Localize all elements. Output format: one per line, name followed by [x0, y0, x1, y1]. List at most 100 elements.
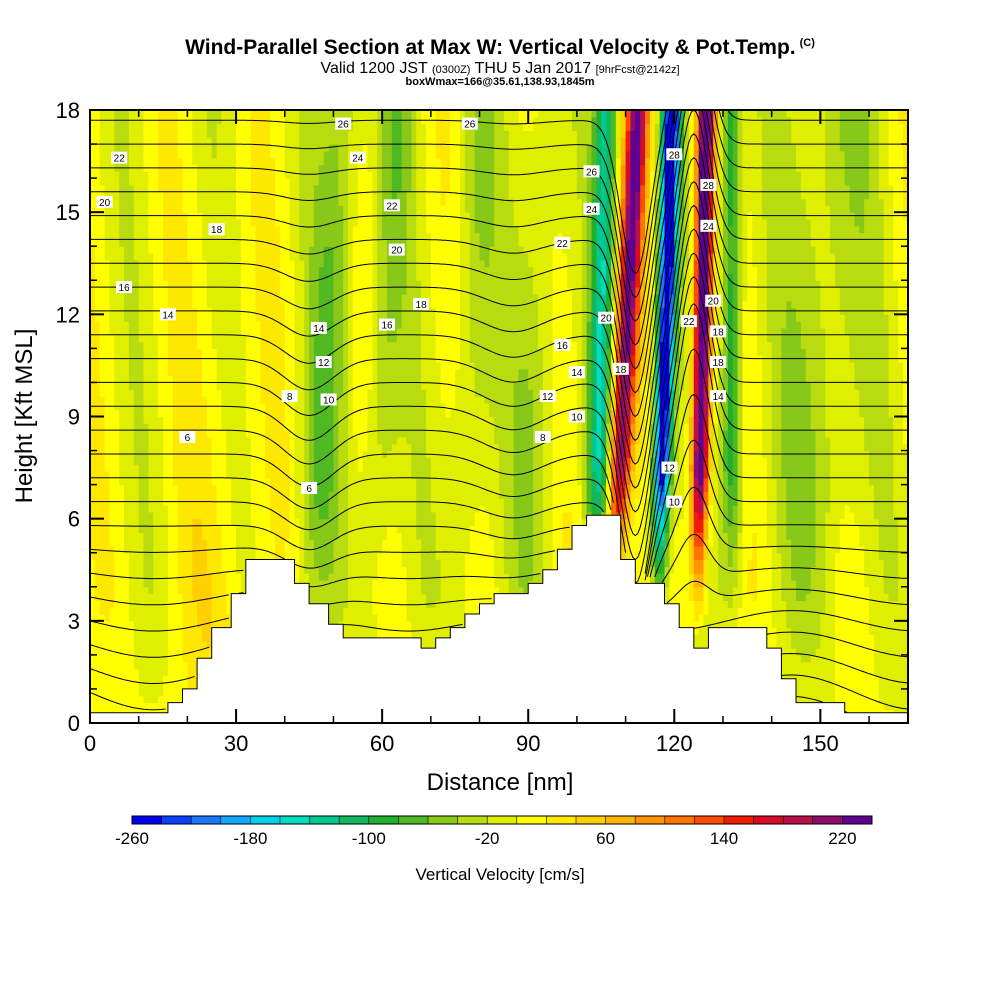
field-cell — [192, 137, 198, 145]
field-cell — [177, 362, 184, 370]
field-cell — [94, 559, 101, 567]
field-cell — [318, 225, 325, 234]
field-cell — [124, 688, 130, 697]
field-cell — [245, 362, 252, 370]
field-cell — [348, 470, 354, 479]
field-cell — [333, 205, 339, 213]
field-cell — [309, 137, 315, 145]
field-cell — [338, 212, 344, 220]
field-cell — [90, 423, 96, 431]
field-cell — [260, 164, 266, 172]
field-cell — [158, 321, 164, 329]
field-cell — [226, 600, 232, 608]
field-cell — [275, 225, 281, 234]
field-cell — [206, 314, 213, 322]
field-cell — [119, 648, 125, 656]
field-cell — [343, 430, 349, 438]
field-cell — [328, 327, 335, 336]
field-cell — [197, 293, 203, 302]
field-cell — [104, 600, 111, 608]
field-cell — [250, 443, 257, 452]
field-cell — [172, 566, 179, 574]
field-cell — [294, 164, 300, 172]
field-cell — [177, 634, 184, 642]
field-cell — [323, 470, 330, 479]
field-cell — [163, 634, 169, 642]
field-cell — [255, 218, 262, 227]
field-cell — [309, 464, 315, 472]
field-cell — [94, 300, 101, 309]
field-cell — [128, 239, 135, 247]
field-cell — [333, 389, 339, 397]
field-cell — [348, 614, 354, 622]
field-cell — [148, 184, 154, 193]
field-cell — [94, 620, 101, 629]
field-cell — [187, 484, 193, 493]
field-cell — [197, 123, 203, 132]
field-cell — [313, 552, 320, 561]
field-cell — [318, 511, 325, 520]
field-cell — [206, 518, 213, 527]
field-cell — [260, 532, 266, 540]
field-cell — [304, 552, 310, 561]
field-cell — [201, 110, 208, 118]
field-cell — [226, 457, 232, 465]
field-cell — [109, 280, 115, 288]
field-cell — [114, 688, 120, 697]
field-cell — [197, 266, 203, 275]
field-cell — [206, 191, 213, 200]
field-cell — [124, 273, 130, 281]
field-cell — [231, 314, 237, 322]
field-cell — [138, 178, 145, 186]
field-cell — [328, 300, 335, 309]
field-cell — [221, 620, 227, 629]
field-cell — [270, 198, 276, 206]
field-cell — [119, 273, 125, 281]
field-cell — [133, 225, 140, 234]
field-cell — [211, 491, 218, 499]
field-cell — [114, 144, 120, 152]
field-cell — [275, 402, 281, 411]
field-cell — [201, 573, 208, 581]
field-cell — [289, 266, 296, 275]
field-cell — [133, 396, 140, 404]
field-cell — [133, 178, 140, 186]
field-cell — [138, 334, 145, 343]
field-cell — [143, 287, 150, 295]
field-cell — [231, 409, 237, 418]
field-cell — [318, 259, 325, 268]
field-cell — [182, 266, 188, 275]
field-cell — [313, 341, 320, 349]
field-cell — [114, 300, 120, 309]
field-cell — [275, 184, 281, 193]
field-cell — [99, 389, 106, 397]
field-cell — [313, 273, 320, 281]
field-cell — [313, 539, 320, 547]
field-cell — [119, 620, 125, 629]
field-cell — [343, 579, 349, 588]
field-cell — [192, 171, 198, 179]
field-cell — [318, 293, 325, 302]
field-cell — [114, 416, 120, 424]
field-cell — [138, 389, 145, 397]
field-cell — [265, 423, 271, 431]
field-cell — [90, 688, 96, 697]
field-cell — [240, 552, 247, 561]
field-cell — [119, 253, 125, 261]
field-cell — [352, 511, 359, 520]
field-cell — [255, 205, 262, 213]
field-cell — [231, 470, 237, 479]
field-cell — [294, 259, 300, 268]
field-cell — [138, 457, 145, 465]
field-cell — [128, 334, 135, 343]
field-cell — [231, 348, 237, 356]
field-cell — [294, 532, 300, 540]
field-cell — [90, 464, 96, 472]
field-cell — [158, 198, 164, 206]
field-cell — [177, 539, 184, 547]
field-cell — [94, 144, 101, 152]
field-cell — [221, 464, 227, 472]
field-cell — [143, 293, 150, 302]
field-cell — [124, 110, 130, 118]
field-cell — [245, 157, 252, 166]
